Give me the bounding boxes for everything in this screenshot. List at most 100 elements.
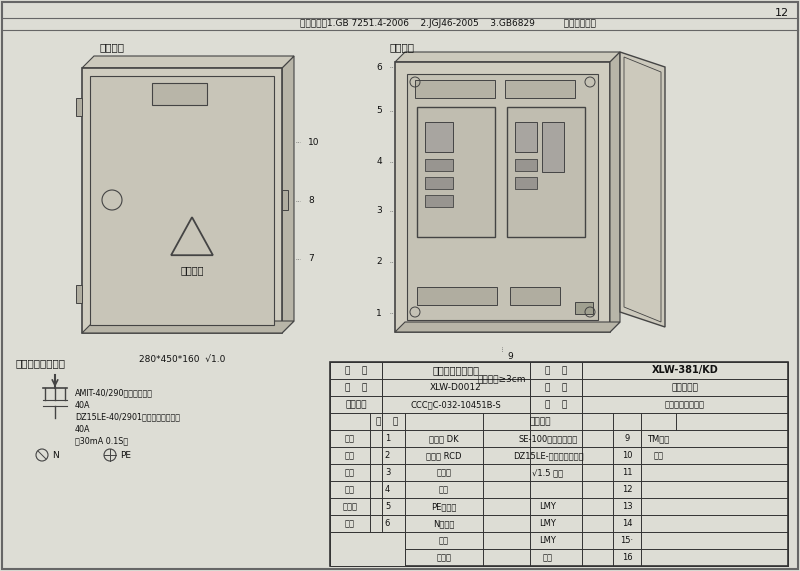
Polygon shape [395, 322, 620, 332]
Bar [330, 362, 788, 566]
Text: 9: 9 [507, 352, 513, 361]
Text: LMY: LMY [539, 519, 557, 528]
Text: LMY: LMY [539, 536, 557, 545]
Text: 15·: 15· [621, 536, 634, 545]
Bar [417, 287, 497, 305]
Text: 14: 14 [622, 519, 632, 528]
Text: 2: 2 [385, 451, 390, 460]
Text: 照明开关箱: 照明开关箱 [671, 383, 698, 392]
Text: 2: 2 [376, 258, 382, 266]
Text: 标准化: 标准化 [342, 502, 358, 511]
Bar [76, 98, 82, 116]
Text: 名    称: 名 称 [345, 366, 367, 375]
Text: 装配图：: 装配图： [390, 42, 415, 52]
Text: 审核: 审核 [345, 485, 355, 494]
Text: √1.5 折边: √1.5 折边 [533, 468, 563, 477]
Text: 9: 9 [624, 434, 630, 443]
Text: 外型图：: 外型图： [100, 42, 125, 52]
Text: XLW-381/KD: XLW-381/KD [652, 365, 718, 376]
Bar [76, 285, 82, 303]
Text: 11: 11 [622, 468, 632, 477]
Text: 3: 3 [385, 468, 390, 477]
Text: 执行标准：1.GB 7251.4-2006    2.JGJ46-2005    3.GB6829          壳体颜色：黄: 执行标准：1.GB 7251.4-2006 2.JGJ46-2005 3.GB6… [300, 19, 596, 29]
Text: 6: 6 [385, 519, 390, 528]
Polygon shape [395, 52, 620, 62]
Text: 序    号: 序 号 [376, 417, 398, 426]
Bar [152, 83, 207, 105]
Bar [330, 532, 405, 566]
Text: 40A: 40A [75, 424, 90, 433]
Bar [425, 122, 453, 152]
Text: 12: 12 [622, 485, 632, 494]
Text: DZ15LE-透明系列漏电开: DZ15LE-透明系列漏电开 [513, 451, 583, 460]
Text: 哈尔滨市龙瑞电气(成套设备)/: 哈尔滨市龙瑞电气(成套设备)/ [335, 545, 399, 553]
Text: DZ15LE-40/2901（透明漏电开关）: DZ15LE-40/2901（透明漏电开关） [75, 412, 180, 421]
Text: 16: 16 [622, 553, 632, 562]
Polygon shape [610, 52, 620, 332]
Text: 7: 7 [308, 254, 314, 263]
Text: 7: 7 [385, 536, 390, 545]
Text: 12: 12 [775, 8, 789, 18]
Bar [425, 159, 453, 171]
Text: TM连接: TM连接 [647, 434, 670, 443]
Bar [82, 68, 282, 333]
Text: 设计: 设计 [345, 434, 355, 443]
Text: LMY: LMY [539, 502, 557, 511]
Polygon shape [282, 56, 294, 333]
Bar [515, 159, 537, 171]
Text: 8: 8 [385, 553, 390, 562]
Bar [395, 62, 610, 332]
Text: CCC：C-032-10451B-S: CCC：C-032-10451B-S [410, 400, 502, 409]
Text: 1: 1 [385, 434, 390, 443]
Text: 日期: 日期 [345, 519, 355, 528]
Text: 用    途: 用 途 [545, 400, 567, 409]
Text: 5: 5 [376, 106, 382, 115]
Text: PE线端子: PE线端子 [431, 502, 457, 511]
Text: 校核: 校核 [345, 468, 355, 477]
Text: RCD: RCD [534, 214, 558, 224]
Text: 10: 10 [308, 138, 319, 147]
Text: 防雨: 防雨 [543, 553, 553, 562]
Bar [510, 287, 560, 305]
Text: 压把锁: 压把锁 [437, 553, 451, 562]
Text: 图    号: 图 号 [345, 383, 367, 392]
Bar [542, 122, 564, 172]
Text: 线夹: 线夹 [439, 485, 449, 494]
Text: 电器连接原理图：: 电器连接原理图： [15, 358, 65, 368]
Text: XLW-D0012: XLW-D0012 [430, 383, 482, 392]
Text: 挂耳: 挂耳 [654, 451, 663, 460]
Text: 建筑施工用配电箱: 建筑施工用配电箱 [433, 365, 479, 376]
Polygon shape [82, 321, 294, 333]
Text: 13: 13 [622, 502, 632, 511]
Text: 标牌: 标牌 [439, 536, 449, 545]
Text: 型    号: 型 号 [545, 366, 567, 375]
Text: PE: PE [120, 451, 131, 460]
Text: SE-100系列透明开关: SE-100系列透明开关 [518, 434, 578, 443]
Bar [505, 80, 575, 98]
Text: 3: 3 [376, 206, 382, 215]
Bar [515, 122, 537, 152]
Bar [507, 107, 585, 237]
Bar [415, 80, 495, 98]
Text: 规    格: 规 格 [545, 383, 567, 392]
Text: 280*450*160  √1.0: 280*450*160 √1.0 [139, 355, 225, 364]
Text: 元件间距≥3cm: 元件间距≥3cm [478, 374, 526, 383]
Text: DK: DK [448, 214, 464, 224]
Bar [425, 195, 453, 207]
Bar [515, 177, 537, 189]
Text: N线端子: N线端子 [434, 519, 454, 528]
Text: 40A: 40A [75, 400, 90, 409]
Polygon shape [620, 52, 665, 327]
Text: 断路器 RCD: 断路器 RCD [426, 451, 462, 460]
Bar [417, 107, 495, 237]
Text: 1: 1 [376, 308, 382, 317]
Text: 10: 10 [622, 451, 632, 460]
Bar [407, 74, 598, 320]
Text: 6: 6 [376, 63, 382, 72]
Text: N: N [52, 451, 58, 460]
Text: AMIT-40/290（透明空开）: AMIT-40/290（透明空开） [75, 388, 153, 397]
Text: 4: 4 [385, 485, 390, 494]
Text: 制图: 制图 [345, 451, 355, 460]
Text: 安装板: 安装板 [437, 468, 451, 477]
Bar [575, 302, 593, 314]
